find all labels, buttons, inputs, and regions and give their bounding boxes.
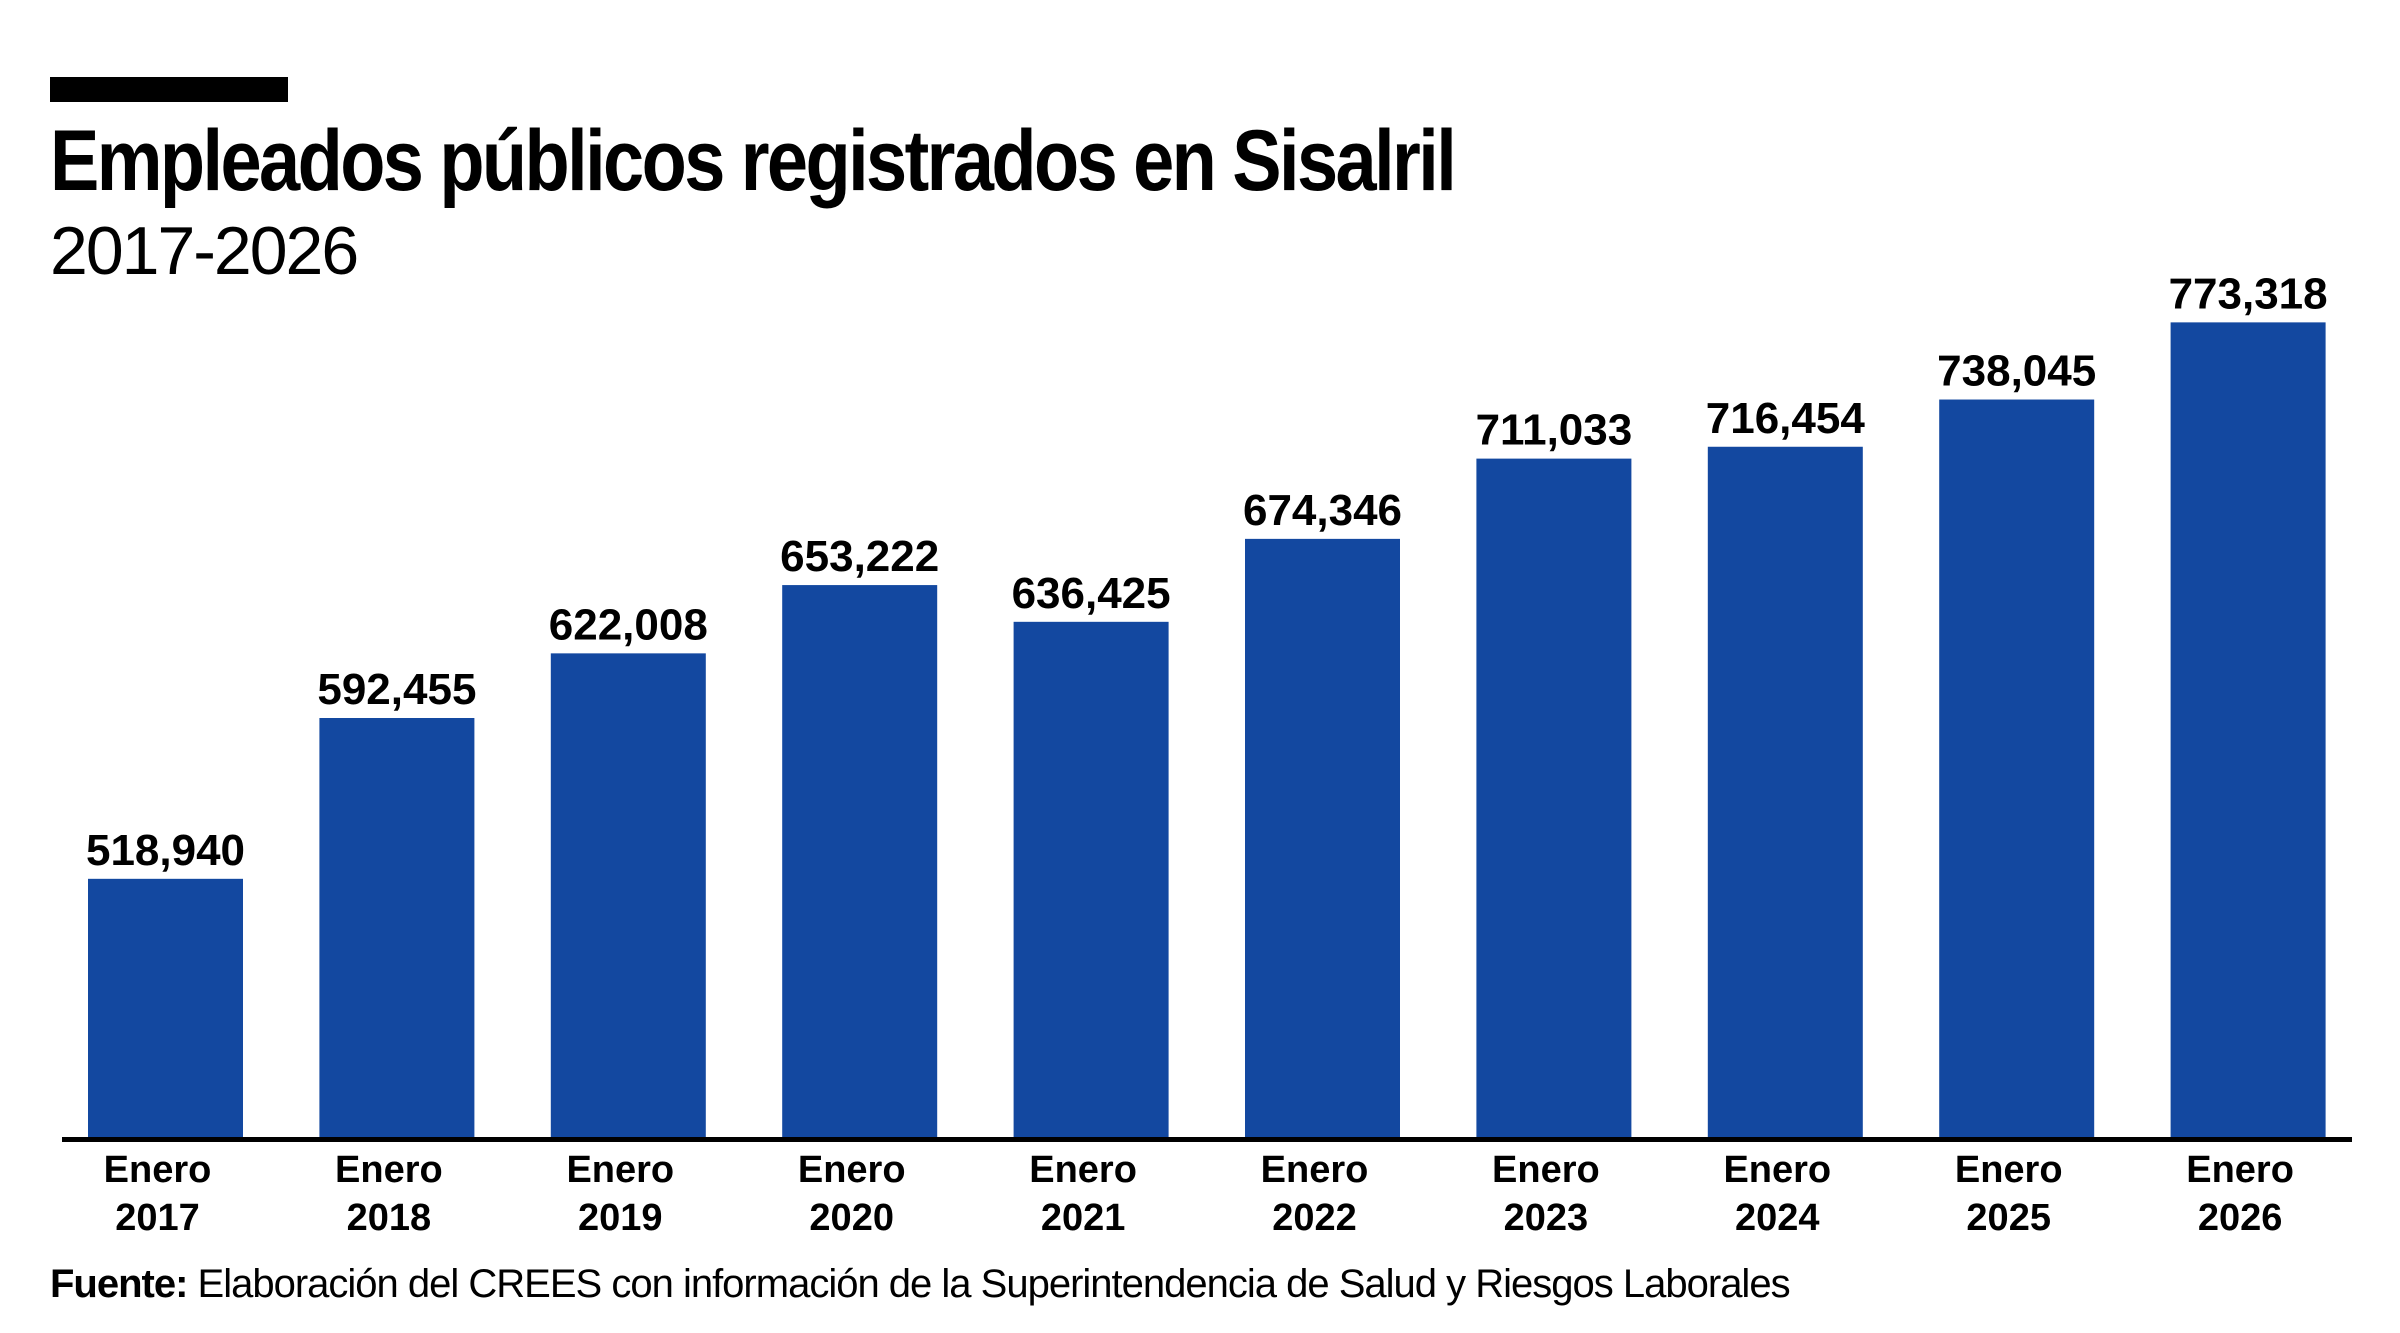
source-label: Fuente: bbox=[50, 1262, 188, 1306]
x-tick-label-year: 2025 bbox=[1966, 1197, 2051, 1239]
bar-2019 bbox=[550, 653, 706, 1139]
bar-2023 bbox=[1476, 458, 1632, 1139]
x-tick-label-month: Enero bbox=[2186, 1149, 2294, 1191]
x-tick-label-month: Enero bbox=[1492, 1149, 1600, 1191]
bar-2026 bbox=[2170, 322, 2326, 1139]
x-tick-label-month: Enero bbox=[1029, 1149, 1137, 1191]
x-tick-label-month: Enero bbox=[1261, 1149, 1369, 1191]
x-tick-label-year: 2017 bbox=[115, 1197, 200, 1239]
bar-2025 bbox=[1939, 399, 2095, 1139]
bar-2022 bbox=[1245, 538, 1400, 1139]
x-tick-label-year: 2021 bbox=[1041, 1197, 1126, 1239]
value-label-2020: 653,222 bbox=[780, 532, 939, 581]
value-label-2018: 592,455 bbox=[317, 665, 476, 714]
value-label-2025: 738,045 bbox=[1937, 347, 2096, 396]
source-note: Fuente: Elaboración del CREES con inform… bbox=[50, 1262, 1791, 1307]
value-label-2026: 773,318 bbox=[2169, 269, 2328, 318]
bar-2017 bbox=[88, 878, 243, 1139]
chart-subtitle: 2017-2026 bbox=[50, 213, 359, 289]
value-label-2024: 716,454 bbox=[1706, 394, 1866, 443]
bar-2020 bbox=[782, 585, 938, 1139]
x-tick-label-year: 2022 bbox=[1272, 1197, 1357, 1239]
x-tick-label-month: Enero bbox=[104, 1149, 212, 1191]
value-label-2022: 674,346 bbox=[1243, 486, 1402, 535]
x-axis-line bbox=[62, 1137, 2352, 1142]
x-tick-label-year: 2019 bbox=[578, 1197, 663, 1239]
x-tick-label-year: 2023 bbox=[1504, 1197, 1589, 1239]
x-tick-label-year: 2020 bbox=[809, 1197, 894, 1239]
source-text: Elaboración del CREES con información de… bbox=[187, 1262, 1791, 1306]
bar-2021 bbox=[1013, 621, 1169, 1139]
value-label-2019: 622,008 bbox=[549, 600, 708, 649]
bar-2024 bbox=[1707, 446, 1863, 1140]
x-tick-label-month: Enero bbox=[1723, 1149, 1831, 1191]
x-tick-label-year: 2024 bbox=[1735, 1197, 1820, 1239]
x-tick-label-month: Enero bbox=[335, 1149, 443, 1191]
x-tick-label-month: Enero bbox=[798, 1149, 906, 1191]
x-tick-label-year: 2018 bbox=[347, 1197, 432, 1239]
value-label-2021: 636,425 bbox=[1012, 569, 1171, 618]
bar-2018 bbox=[319, 718, 475, 1139]
title-accent-bar bbox=[50, 77, 288, 102]
x-tick-label-year: 2026 bbox=[2198, 1197, 2283, 1239]
x-tick-label-month: Enero bbox=[1955, 1149, 2063, 1191]
value-label-2017: 518,940 bbox=[86, 826, 245, 875]
chart-title: Empleados públicos registrados en Sisalr… bbox=[50, 113, 1457, 209]
x-tick-label-month: Enero bbox=[566, 1149, 674, 1191]
value-label-2023: 711,033 bbox=[1476, 406, 1633, 455]
